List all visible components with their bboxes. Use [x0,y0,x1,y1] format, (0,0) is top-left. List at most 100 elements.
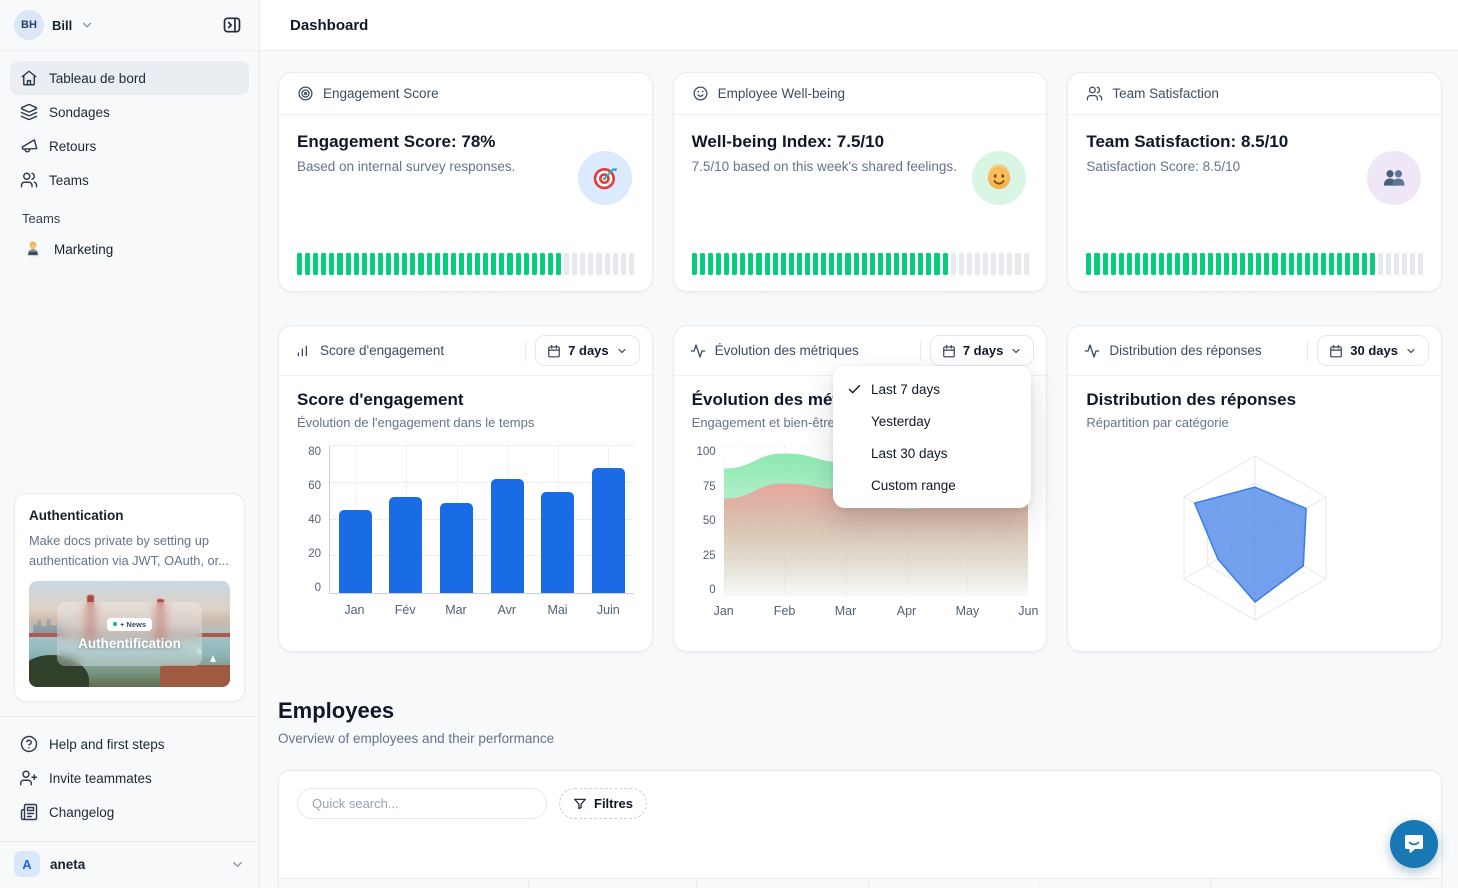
progress-segment [1126,253,1132,275]
progress-segment [1272,253,1278,275]
search-input[interactable] [297,788,547,819]
y-tick-label: 20 [308,548,321,560]
progress-segment [813,253,819,275]
stat-cards-row: Engagement Score Engagement Score: 78% B… [278,72,1442,292]
workspace-switcher[interactable]: A aneta [0,841,259,888]
y-tick-label: 75 [702,480,716,493]
bar [440,502,474,593]
progress-segment [772,253,778,275]
date-range-button[interactable]: 30 days [1317,335,1429,366]
y-tick-label: 50 [702,515,716,527]
progress-segment [1393,253,1399,275]
column-header-performance[interactable]: Performance [1039,879,1211,888]
radar-series [1193,486,1307,603]
progress-segment [991,253,997,275]
progress-segment [1377,253,1383,275]
progress-segment [531,253,537,275]
x-axis-labels: Jan Feb Mar Apr May Jun [714,604,1039,620]
progress-segment [1191,253,1197,275]
column-header-position[interactable]: Position [697,879,869,888]
progress-segment [588,253,594,275]
chevron-down-icon [230,857,245,872]
content: Engagement Score Engagement Score: 78% B… [260,51,1458,888]
menu-item-yesterday[interactable]: Yesterday [871,413,931,429]
progress-segment [1280,253,1286,275]
sidebar-item-changelog[interactable]: Changelog [10,795,249,829]
team-item-label: Marketing [54,241,114,257]
x-tick-label: Mar [445,603,467,617]
employees-card: Filtres User Team Position Participation [278,770,1442,888]
stat-progress [691,253,1029,275]
calendar-icon [1329,344,1343,358]
user-name[interactable]: Bill [52,17,73,33]
x-tick-label: Jun [1018,604,1039,618]
progress-segment [418,253,424,275]
menu-item-last-7-days[interactable]: Last 7 days [833,373,1031,405]
progress-segment [1329,253,1335,275]
sidebar-item-tableau-de-bord[interactable]: Tableau de bord [10,61,249,95]
collapse-sidebar-button[interactable] [219,12,245,38]
x-tick-label: Feb [773,604,796,618]
menu-item-custom-range[interactable]: Custom range [871,477,956,493]
calendar-icon [547,344,561,358]
progress-segment [1134,253,1140,275]
column-header-user[interactable]: User [279,879,529,888]
sidebar-item-help[interactable]: Help and first steps [10,727,249,761]
employees-table-header: User Team Position Participation Perform… [279,878,1441,888]
help-circle-icon [20,735,38,753]
chat-widget-button[interactable] [1390,820,1438,868]
sidebar-item-label: Invite teammates [49,770,152,786]
progress-segment [426,253,432,275]
column-header-participation[interactable]: Participation [869,879,1039,888]
progress-segment [1223,253,1230,275]
y-tick-label: 60 [308,480,321,492]
progress-segment [321,253,327,275]
sidebar-item-teams[interactable]: Teams [10,163,249,197]
sidebar-item-invite[interactable]: Invite teammates [10,761,249,795]
progress-segment [1288,253,1294,275]
progress-segment [475,253,481,275]
users-outline-icon [1086,85,1103,102]
stat-card-header-label: Engagement Score [323,86,439,101]
progress-segment [313,253,319,275]
promo-card-authentication[interactable]: Authentication Make docs private by sett… [14,493,245,702]
topbar: Dashboard [260,0,1458,51]
funnel-icon [573,797,587,811]
chevron-down-icon[interactable] [80,18,94,32]
bar [490,479,524,593]
date-range-button-open[interactable]: 7 days [929,335,1035,366]
sidebar-item-label: Tableau de bord [49,70,146,86]
date-range-button[interactable]: 7 days [535,335,640,366]
date-range-label: 7 days [568,343,609,358]
progress-segment [942,253,948,275]
chart-card-header-label: Score d'engagement [320,343,445,358]
progress-segment [869,253,875,275]
y-tick-label: 0 [709,584,716,596]
progress-segment [1256,253,1262,275]
stat-value: Engagement Score: 78% [297,132,496,151]
progress-segment [1086,253,1092,275]
promo-image[interactable]: + News Authentification [29,581,230,687]
radar-chart [1086,434,1423,646]
progress-segment [353,253,359,275]
promo-image-title: Authentification [78,635,181,651]
column-header-team[interactable]: Team [529,879,697,888]
check-icon [847,382,871,397]
progress-segment [556,253,562,275]
stat-card-header-label: Employee Well-being [717,86,845,101]
stat-card-engagement: Engagement Score Engagement Score: 78% B… [278,72,653,292]
filters-button[interactable]: Filtres [559,788,648,819]
progress-segment [1264,253,1270,275]
sidebar-item-marketing[interactable]: Marketing [10,232,249,266]
sidebar-item-retours[interactable]: Retours [10,129,249,163]
stat-card-body: Well-being Index: 7.5/10 7.5/10 based on… [674,115,1047,291]
user-avatar[interactable]: BH [14,10,44,40]
menu-item-last-30-days[interactable]: Last 30 days [871,445,948,461]
stat-card-header-label: Team Satisfaction [1112,86,1219,101]
progress-segment [1232,253,1238,275]
progress-segment [950,253,956,275]
column-header-tasks[interactable]: Tasks [1211,879,1441,888]
x-tick-label: Avr [497,603,516,617]
target-emoji [577,151,632,205]
sidebar-item-sondages[interactable]: Sondages [10,95,249,129]
